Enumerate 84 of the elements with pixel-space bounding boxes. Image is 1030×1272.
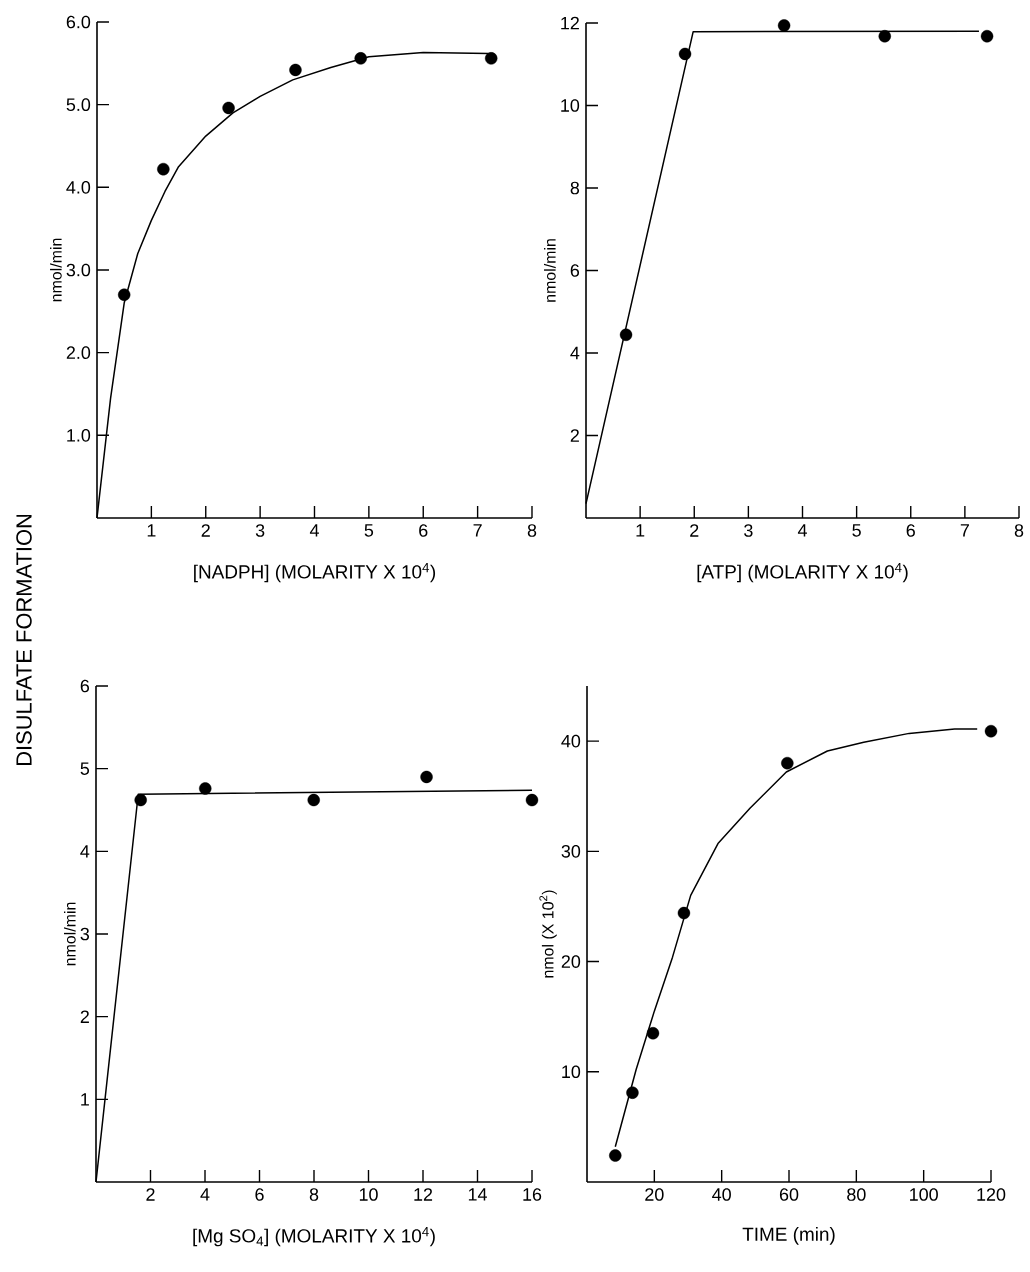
- y-tick-label: 1.0: [67, 428, 91, 442]
- y-tick-label: 5.0: [66, 98, 91, 111]
- point: [289, 63, 302, 77]
- point: [984, 724, 998, 738]
- point: [609, 1149, 622, 1162]
- x-tick-label: 8: [527, 524, 537, 537]
- x-tick-label: 6: [906, 524, 915, 537]
- y-axis-title: nmol/min: [64, 902, 76, 966]
- x-tick-label: 40: [712, 1188, 731, 1201]
- x-axis-title: TIME (min): [742, 1227, 835, 1245]
- y-tick-label: 6: [80, 679, 90, 693]
- text: DISULFATE FORMATION: [16, 514, 32, 766]
- y-tick-label: 4.0: [66, 180, 91, 194]
- x-tick-label: 8: [1014, 524, 1024, 537]
- x-tick-label: 5: [364, 524, 374, 537]
- x-tick-label: 2: [690, 524, 699, 537]
- x-tick-label: 4: [200, 1188, 210, 1201]
- y-tick-label: 6.0: [66, 15, 91, 29]
- x-tick-label: 3: [255, 524, 265, 537]
- point: [626, 1086, 639, 1099]
- x-tick-label: 8: [309, 1188, 319, 1201]
- x-tick-label: 14: [468, 1188, 487, 1201]
- x-tick-label: 20: [645, 1188, 664, 1201]
- y-tick-label: 20: [561, 955, 581, 968]
- x-tick-label: 16: [523, 1188, 542, 1201]
- y-tick-label: 10: [562, 1065, 581, 1079]
- point: [134, 793, 147, 807]
- y-tick-label: 2.0: [66, 346, 91, 359]
- point: [420, 770, 433, 784]
- point: [118, 288, 131, 301]
- x-tick-label: 1: [147, 524, 156, 537]
- x-tick-label: 2: [201, 524, 210, 537]
- y-tick-label: 2: [570, 429, 579, 442]
- y-axis-title: nmol (X 10$^{2}$): [539, 890, 557, 978]
- y-tick-label: 40: [561, 734, 581, 748]
- y-tick-label: 4: [80, 845, 90, 858]
- y-tick-label: 1: [81, 1093, 89, 1106]
- y-tick-label: 6: [570, 264, 580, 277]
- point: [307, 793, 320, 807]
- x-tick-label: 3: [744, 524, 753, 537]
- x-axis-title: [Mg SO$_{4}$] (MOLARITY X 10$^{4}$): [193, 1227, 435, 1247]
- x-tick-label: 7: [960, 524, 969, 537]
- point: [485, 52, 498, 65]
- point: [781, 756, 794, 770]
- x-tick-label: 60: [779, 1188, 799, 1201]
- x-tick-label: 100: [910, 1188, 938, 1201]
- x-tick-label: 80: [847, 1188, 866, 1201]
- point: [199, 782, 212, 795]
- x-axis-title: [ATP] (MOLARITY X 10$^{4}$): [697, 563, 908, 583]
- x-tick-label: 6: [255, 1188, 264, 1201]
- x-tick-label: 1: [636, 524, 645, 537]
- point: [222, 101, 235, 115]
- point: [777, 19, 791, 32]
- x-tick-label: 12: [414, 1188, 433, 1201]
- x-tick-label: 5: [852, 524, 861, 537]
- x-tick-label: 4: [797, 524, 807, 537]
- point: [678, 47, 692, 61]
- x-tick-label: 4: [309, 524, 319, 537]
- y-tick-label: 10: [561, 99, 580, 112]
- point: [677, 906, 691, 920]
- point: [157, 162, 170, 176]
- y-axis-title: nmol/min: [544, 239, 556, 302]
- x-axis-title: [NADPH] (MOLARITY X 10$^{4}$): [194, 563, 436, 583]
- point: [878, 29, 891, 43]
- x-tick-label: 2: [146, 1188, 155, 1201]
- y-tick-label: 8: [570, 181, 580, 195]
- y-tick-label: 12: [561, 16, 579, 30]
- point: [525, 793, 539, 807]
- y-tick-label: 30: [561, 844, 581, 858]
- x-tick-label: 7: [473, 524, 482, 537]
- y-tick-label: 3: [80, 927, 90, 941]
- point: [646, 1026, 660, 1040]
- line-series: [614, 728, 978, 1148]
- x-tick-label: 120: [977, 1188, 1006, 1201]
- y-axis-title: nmol/min: [50, 238, 62, 302]
- y-tick-label: 3.0: [66, 263, 91, 277]
- x-tick-label: 10: [359, 1188, 378, 1201]
- point: [354, 52, 367, 65]
- point: [980, 29, 994, 43]
- point: [619, 328, 633, 342]
- y-tick-label: 5: [80, 762, 90, 775]
- y-tick-label: 2: [80, 1010, 89, 1023]
- x-tick-label: 6: [419, 524, 428, 537]
- y-tick-label: 4: [570, 346, 580, 360]
